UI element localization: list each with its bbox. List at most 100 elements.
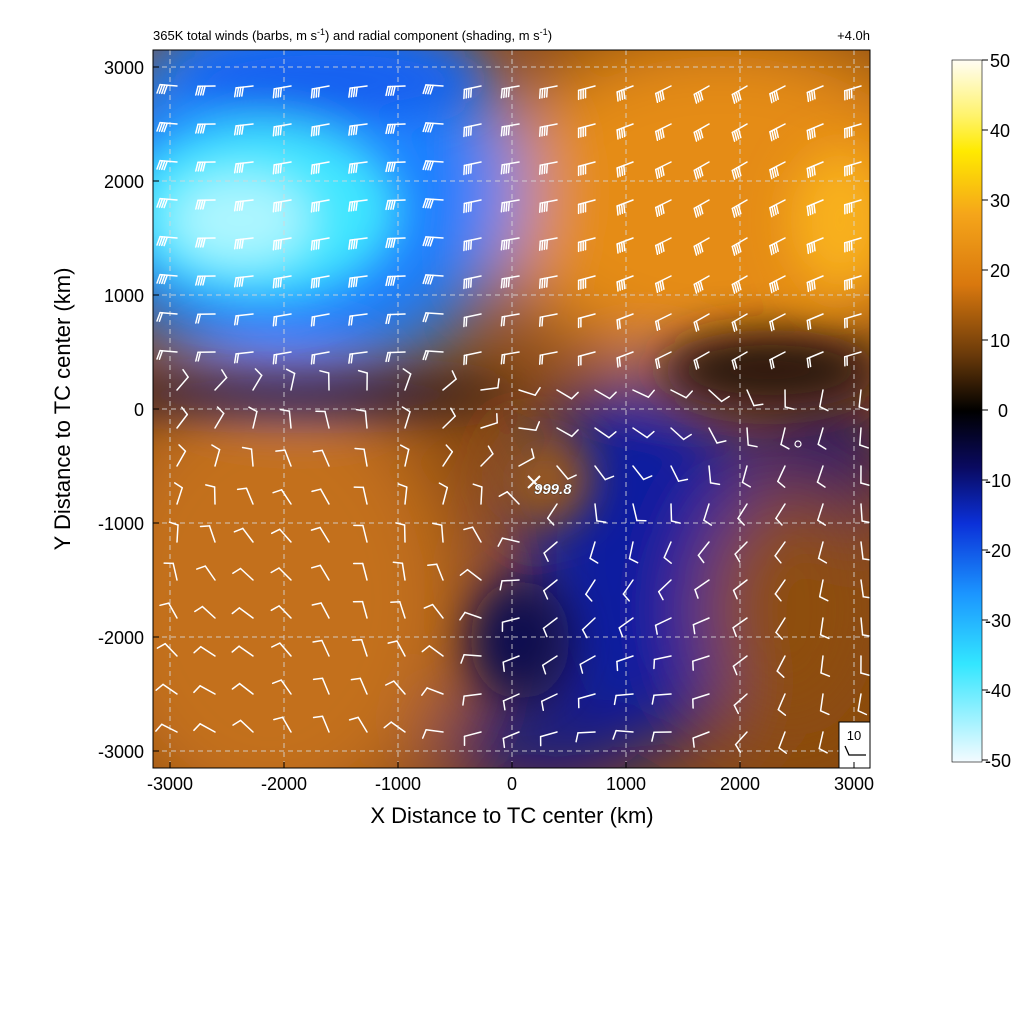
wind-barb-feather [197,123,202,134]
wind-barb-shaft [653,655,672,661]
wind-barb-shaft [732,617,748,629]
colorbar-tick-label: -30 [985,611,1011,631]
wind-barb-shaft [774,579,786,595]
wind-barb-shaft [819,617,824,636]
wind-barb-feather [236,352,240,364]
wind-barb-shaft [734,541,748,555]
wind-barb-feather [429,122,434,133]
wind-barb-feather [734,743,742,753]
wind-barb-feather [604,475,615,481]
wind-barb-feather [500,278,503,289]
wind-barb-feather [709,482,721,486]
wind-barb-shaft [556,465,569,480]
wind-barb-feather [775,517,783,526]
wind-barb-shaft [697,541,710,557]
wind-barb-feather [315,239,318,250]
wind-barb-feather [459,568,469,576]
wind-barb-feather [545,125,549,136]
wind-barb-feather [806,319,810,331]
wind-barb-feather [348,353,351,364]
wind-barb-feather [819,710,830,716]
wind-barb-feather [616,357,619,368]
wind-barb-feather [695,168,700,179]
wind-barb-feather [422,236,427,247]
wind-barb-shaft [463,693,482,697]
wind-barb-feather [499,580,503,591]
wind-barb-feather [776,670,785,678]
wind-barb-feather [732,589,738,600]
wind-barb-feather [161,274,166,285]
wind-barb-feather [733,320,738,331]
wind-barb-feather [543,163,546,175]
wind-barb-feather [622,593,630,602]
wind-barb-shaft [857,693,862,712]
wind-barb-feather [195,275,199,286]
wind-barb-feather [401,406,411,413]
wind-barb-feather [695,92,700,103]
wind-barb-feather [312,677,324,681]
wind-barb-feather [196,565,207,570]
wind-barb-shaft [817,503,824,521]
wind-barb-feather [158,350,164,360]
wind-barb-feather [465,278,468,289]
wind-barb-feather [612,729,617,740]
wind-barb-feather [158,198,164,208]
wind-barb-feather [769,93,773,104]
wind-barb-feather [771,167,775,179]
colorbar-gradient [951,59,983,763]
wind-barb-feather [310,240,314,251]
wind-barb-shaft [820,655,824,674]
wind-barb-feather [541,316,544,327]
wind-barb-feather [697,554,705,564]
wind-barb-shaft [280,679,292,695]
wind-barb-shaft [404,373,412,391]
wind-barb-feather [697,91,702,102]
wind-barb-feather [806,205,810,217]
wind-barb-shaft [204,565,216,581]
wind-barb-feather [399,444,410,451]
wind-barb-shaft [818,579,824,598]
wind-barb-feather [737,242,742,253]
wind-barb-shaft [556,427,573,438]
wind-barb-feather [623,164,626,176]
wind-barb-feather [808,128,812,140]
wind-barb-feather [771,357,775,369]
wind-barb-shaft [250,448,254,467]
wind-barb-shaft [319,564,330,581]
wind-barb-feather [163,160,168,171]
wind-barb-feather [465,126,468,137]
wind-barb-feather [860,672,870,677]
wind-barb-feather [279,276,283,288]
wind-barb-feather [502,661,505,672]
wind-barb-feather [385,237,389,249]
wind-barb-feather [733,130,738,141]
wind-barb-feather [182,368,189,378]
wind-barb-feather [427,274,432,285]
wind-barb-feather [545,277,549,288]
wind-barb-feather [272,126,275,137]
wind-barb-feather [422,198,427,209]
wind-barb-feather [505,239,508,250]
wind-barb-feather [503,163,506,175]
wind-barb-feather [810,89,814,101]
wind-barb-feather [238,200,242,211]
wind-barb-feather [241,124,244,135]
wind-barb-feather [697,129,702,140]
wind-barb-feather [654,624,658,635]
wind-barb-feather [427,198,432,209]
wind-barb-shaft [542,617,558,630]
wind-barb-feather [236,276,240,288]
wind-barb-feather [618,627,624,638]
title-sup-1: -1 [317,27,325,37]
wind-barb-feather [350,277,354,288]
wind-barb-feather [737,280,742,291]
wind-barb-feather [575,732,579,743]
wind-barb-feather [271,642,281,648]
wind-barb-feather [161,198,166,209]
wind-barb-shaft [860,617,864,636]
wind-barb-feather [429,236,434,247]
wind-barb-feather [775,631,783,640]
region-east-dark [660,330,870,410]
wind-barb-feather [733,92,738,103]
wind-barb-feather [427,236,432,247]
